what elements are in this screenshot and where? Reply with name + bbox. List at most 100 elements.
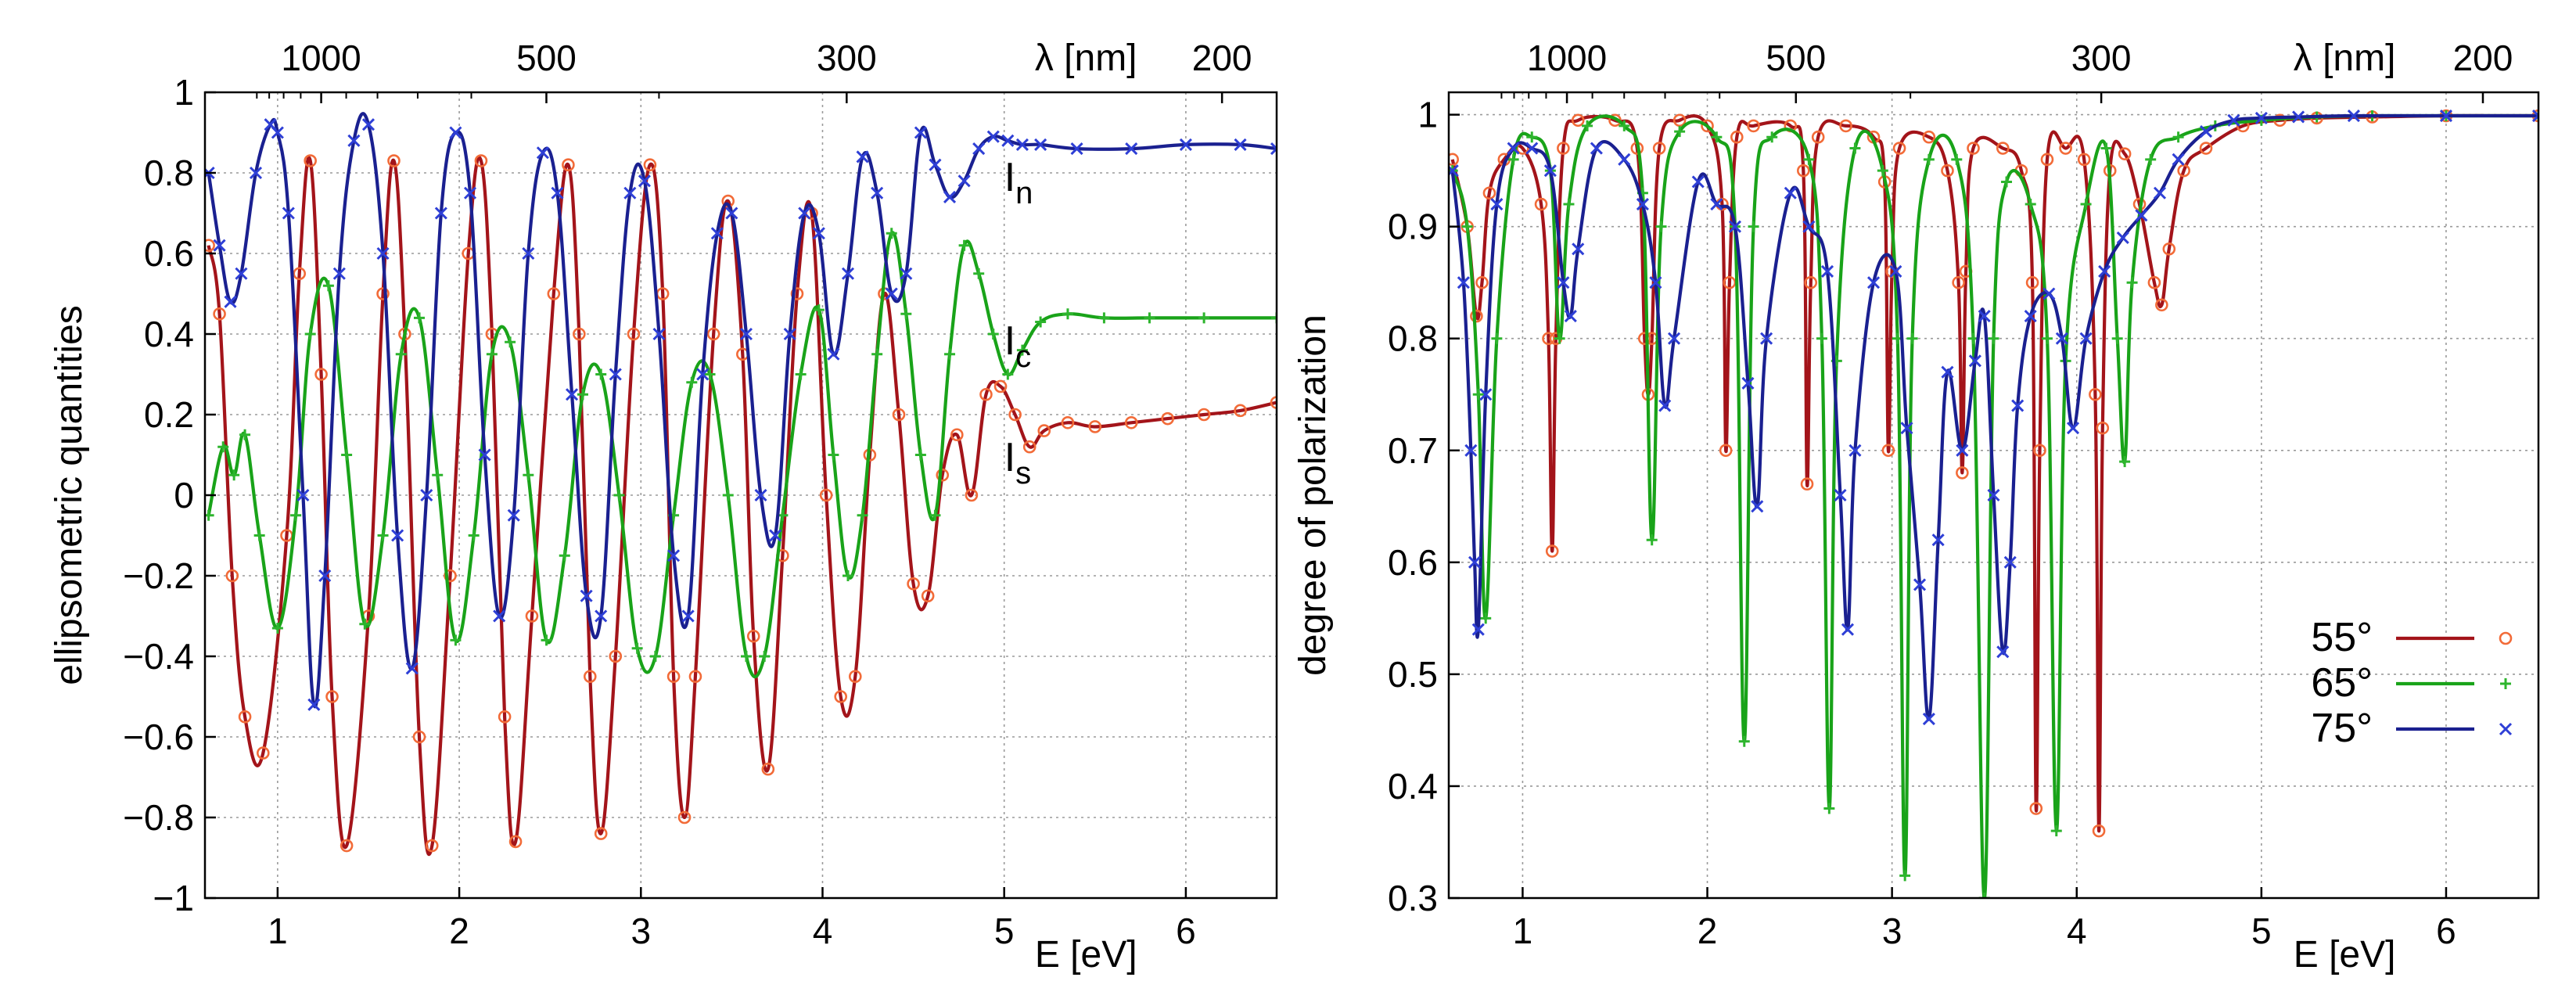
- data-point: [957, 174, 971, 188]
- data-point: [638, 174, 651, 188]
- data-point: [1649, 276, 1662, 289]
- data-point: [643, 158, 657, 171]
- data-point: [1719, 444, 1733, 458]
- curve-label-n: In: [1004, 155, 1033, 210]
- data-point: [1008, 408, 1022, 422]
- x-tick-label: 3: [1882, 911, 1902, 951]
- data-point: [2089, 387, 2102, 401]
- data-point: [1461, 221, 1473, 232]
- curve-label-s: Is: [1004, 435, 1031, 490]
- data-point: [1270, 142, 1277, 156]
- data-point: [1449, 153, 1460, 167]
- data-point: [525, 609, 539, 623]
- data-point: [468, 530, 480, 541]
- data-point: [725, 207, 738, 220]
- data-point: [2118, 147, 2132, 160]
- data-point: [1711, 131, 1723, 143]
- data-point: [1913, 578, 1927, 591]
- data-point: [573, 327, 586, 341]
- data-point: [1899, 870, 1911, 882]
- data-point: [666, 670, 681, 684]
- data-point: [2066, 422, 2080, 435]
- data-point: [1728, 220, 1742, 233]
- data-point: [449, 126, 462, 139]
- data-point: [2055, 332, 2068, 345]
- data-point: [1179, 138, 1192, 152]
- data-point: [547, 287, 561, 300]
- data-point: [414, 312, 425, 324]
- data-point: [1161, 411, 1174, 426]
- data-point: [1885, 264, 1899, 278]
- data-point: [405, 662, 419, 675]
- data-point: [1877, 165, 1888, 177]
- data-point: [2177, 163, 2190, 178]
- data-point: [580, 589, 593, 602]
- y-tick-label: 0.4: [144, 314, 194, 354]
- data-point: [565, 388, 579, 401]
- data-point: [2126, 277, 2138, 289]
- data-point: [1987, 488, 2000, 502]
- data-point: [1823, 803, 1835, 814]
- data-point: [340, 839, 354, 853]
- data-point: [1672, 113, 1687, 128]
- data-point: [1748, 221, 1759, 232]
- data-point: [667, 549, 681, 562]
- data-point: [2003, 555, 2017, 569]
- y-tick-label: 0: [174, 475, 194, 516]
- data-point: [1922, 713, 1935, 726]
- data-point: [900, 308, 912, 320]
- data-point: [2111, 332, 2123, 344]
- data-point: [205, 509, 214, 521]
- data-point: [562, 158, 575, 171]
- curve-label-sub: s: [1015, 456, 1031, 490]
- data-point: [2050, 825, 2062, 837]
- data-point: [1526, 131, 1538, 143]
- data-point: [213, 239, 226, 252]
- data-point: [595, 368, 607, 380]
- data-point: [444, 569, 457, 583]
- curve-label-main: I: [1004, 435, 1015, 480]
- data-point: [224, 295, 237, 308]
- right-panel: 1 2 3 4 5 6 0.3 0.4 0.5 0.6 0.7 0.8 0.9 1 1000 500 300 20…: [1292, 38, 2540, 975]
- data-point: [1480, 613, 1492, 624]
- data-point: [434, 207, 447, 220]
- data-point: [1582, 120, 1593, 131]
- y-tick-label: −0.8: [123, 797, 194, 838]
- data-point: [2439, 109, 2453, 123]
- series-0: [205, 154, 1277, 857]
- data-point: [1144, 312, 1155, 324]
- data-point: [1470, 309, 1483, 323]
- y-axis-label: degree of polarization: [1292, 314, 1334, 676]
- data-point: [1811, 130, 1825, 144]
- data-point: [387, 154, 401, 167]
- data-point: [293, 267, 307, 281]
- data-point: [1507, 153, 1519, 165]
- x-tick-label: 2: [1698, 911, 1718, 951]
- data-point: [1968, 354, 1981, 368]
- data-point: [1472, 389, 1484, 401]
- curve-label-main: I: [1004, 318, 1015, 364]
- data-point: [257, 746, 270, 760]
- data-point: [1841, 623, 1855, 636]
- y-tick-label: 0.2: [144, 394, 194, 435]
- data-point: [1900, 422, 1913, 435]
- data-point: [2531, 109, 2538, 123]
- data-point: [936, 468, 950, 482]
- data-point: [1002, 368, 1014, 380]
- data-point: [238, 710, 252, 724]
- x-tick-label: 1: [268, 911, 288, 951]
- data-point: [681, 609, 695, 623]
- top-tick-label: 300: [817, 38, 877, 78]
- data-point: [205, 239, 215, 252]
- data-point: [739, 327, 753, 341]
- series-line: [207, 112, 1277, 709]
- data-point: [979, 387, 993, 401]
- curve-label-sub: c: [1015, 340, 1031, 374]
- y-tick-label: 0.5: [1388, 654, 1438, 695]
- data-point: [1482, 186, 1496, 200]
- data-point: [1956, 466, 1969, 480]
- x-tick-label: 2: [449, 911, 469, 951]
- data-point: [1760, 332, 1773, 345]
- data-point: [1491, 332, 1503, 344]
